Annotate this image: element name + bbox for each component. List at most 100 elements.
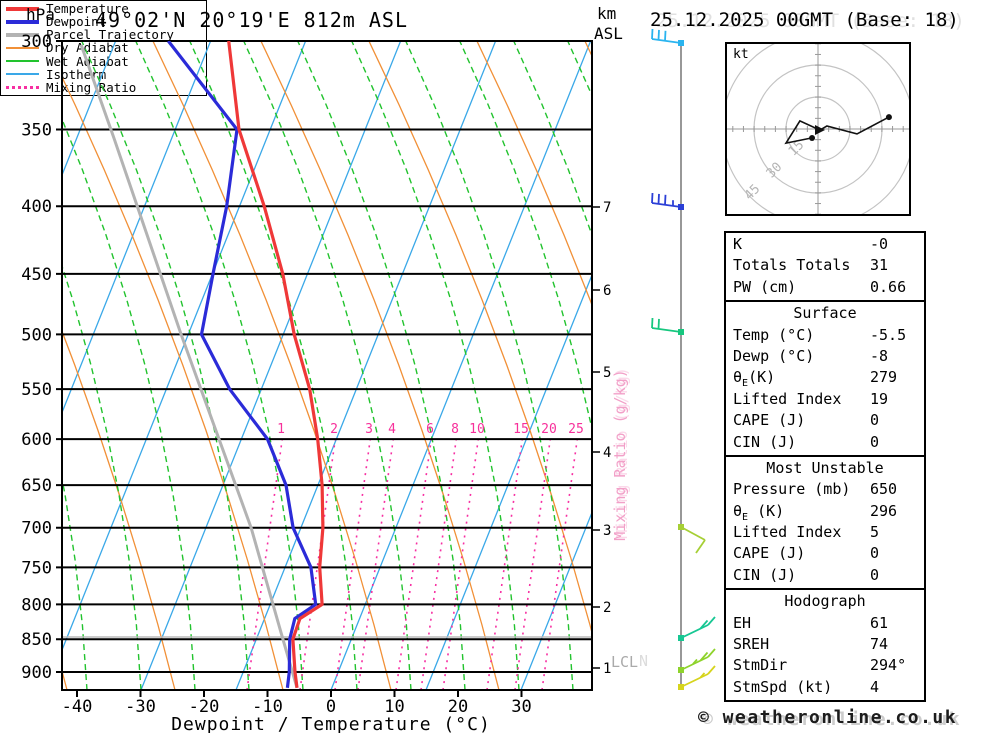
table-row: PW (cm) 0.66 xyxy=(726,277,924,298)
table-value: -0 xyxy=(870,235,889,253)
legend-item: Dry Adiabat xyxy=(1,40,206,56)
table-value: 650 xyxy=(870,480,898,499)
svg-text:400: 400 xyxy=(21,197,52,217)
x-axis-title: Dewpoint / Temperature (°C) xyxy=(171,714,491,733)
mixing-ratio-lines: 1 2 3 4 6 8 10 15 20 25 xyxy=(246,422,584,691)
svg-text:800: 800 xyxy=(21,595,52,615)
table-value: 61 xyxy=(870,613,889,632)
table-value: -8 xyxy=(870,346,889,365)
svg-text:1: 1 xyxy=(603,661,611,677)
svg-text:15: 15 xyxy=(513,422,529,437)
table-row: StmSpd (kt) 4 xyxy=(726,677,924,698)
legend-line-sample xyxy=(6,73,39,76)
svg-text:7: 7 xyxy=(603,200,611,216)
table-value: 31 xyxy=(870,256,889,275)
legend-item-label: Dry Adiabat xyxy=(46,40,129,56)
table-row: CIN (J) 0 xyxy=(726,432,924,453)
copyright-watermark: © weatheronline.co.uk xyxy=(698,707,958,728)
sounding-curves xyxy=(79,41,325,689)
km-axis: 7 6 5 4 3 2 1 xyxy=(592,200,611,677)
legend-line-sample xyxy=(6,19,39,24)
legend-item: Parcel Trajectory xyxy=(1,27,206,42)
legend-line-sample xyxy=(6,60,39,63)
table-row: CAPE (J) 0 xyxy=(726,410,924,431)
table-section: Hodograph EH 61 SREH 74 StmDir 294° StmSpd (kt)… xyxy=(726,588,924,700)
svg-text:-10: -10 xyxy=(252,697,283,717)
svg-text:4: 4 xyxy=(603,445,611,461)
table-section-header: Hodograph xyxy=(784,592,866,611)
legend-item: Temperature xyxy=(1,1,206,17)
svg-text:5: 5 xyxy=(603,365,611,381)
wind-barbs xyxy=(651,28,716,690)
svg-text:-40: -40 xyxy=(62,697,93,717)
table-row: CAPE (J) 0 xyxy=(726,543,924,564)
svg-text:-20: -20 xyxy=(189,697,220,717)
svg-text:30: 30 xyxy=(764,160,786,182)
table-value: 5 xyxy=(870,523,880,542)
hodograph-border xyxy=(725,42,911,216)
table-section-header: Surface xyxy=(793,304,857,323)
height-axis-unit: km xyxy=(597,4,617,23)
svg-text:10: 10 xyxy=(384,697,404,717)
storm-motion-arrow xyxy=(815,125,825,135)
svg-text:300: 300 xyxy=(21,32,52,52)
table-section: Surface Temp (°C) -5.5 Dewp (°C) -8 θE(K) 279 L… xyxy=(726,300,924,455)
table-value: -5.5 xyxy=(870,325,907,344)
dry-adiabat-lines xyxy=(62,41,592,690)
svg-text:8: 8 xyxy=(451,422,459,437)
lcl-label: LCL xyxy=(611,653,639,671)
table-row: Lifted Index 19 xyxy=(726,389,924,410)
table-row: Dewp (°C) -8 xyxy=(726,346,924,367)
hodograph-unit: kt xyxy=(733,47,749,62)
table-value: 294° xyxy=(870,656,907,675)
svg-text:450: 450 xyxy=(21,265,52,285)
plot-border xyxy=(61,40,593,691)
pressure-gridlines: 300 350 400 450 500 550 600 650 700 750 800 850 900 xyxy=(21,32,592,683)
legend-item-label: Temperature xyxy=(46,1,129,17)
svg-text:500: 500 xyxy=(21,325,52,345)
hodograph-trace xyxy=(784,116,890,145)
legend-line-sample xyxy=(6,46,39,49)
table-row: Temp (°C) -5.5 xyxy=(726,325,924,346)
page-title: 49°02'N 20°19'E 812m ASL xyxy=(95,8,408,32)
table-row: θE(K) 279 xyxy=(733,368,898,390)
svg-text:25: 25 xyxy=(568,422,584,437)
table-row: θE (K) 296 xyxy=(733,501,898,523)
table-value: 296 xyxy=(870,501,898,520)
svg-text:20: 20 xyxy=(541,422,557,437)
table-section: K -0 Totals Totals 31 PW (cm) 0.66 xyxy=(726,233,924,300)
svg-text:2: 2 xyxy=(603,600,611,616)
svg-text:3: 3 xyxy=(365,422,373,437)
wet-adiabat-lines xyxy=(62,41,592,690)
legend-line-sample xyxy=(6,6,39,11)
indices-table: K -0 Totals Totals 31 PW (cm) 0.66 Surface Temp… xyxy=(724,231,926,703)
svg-text:700: 700 xyxy=(21,519,52,539)
svg-text:750: 750 xyxy=(21,558,52,578)
svg-text:2: 2 xyxy=(330,422,338,437)
temperature-curve xyxy=(227,41,325,689)
mixing-ratio-axis-label: Mixing Ratio (g/kg) xyxy=(611,369,629,541)
svg-text:4: 4 xyxy=(388,422,396,437)
legend-line-sample xyxy=(6,32,39,37)
table-value: 0 xyxy=(870,565,880,584)
table-value: 279 xyxy=(870,368,898,387)
svg-text:-30: -30 xyxy=(125,697,156,717)
table-row: Pressure (mb) 650 xyxy=(726,479,924,500)
table-value: 4 xyxy=(870,677,880,696)
svg-text:650: 650 xyxy=(21,476,52,496)
svg-text:900: 900 xyxy=(21,663,52,683)
background-grid xyxy=(62,41,592,690)
svg-text:550: 550 xyxy=(21,380,52,400)
svg-text:45: 45 xyxy=(742,182,764,204)
table-value: 0.66 xyxy=(870,277,907,296)
svg-text:600: 600 xyxy=(21,430,52,450)
watermark-ghost: N xyxy=(639,652,649,670)
table-row: Totals Totals 31 xyxy=(726,255,924,276)
table-value: 0 xyxy=(870,411,880,430)
legend-line-sample xyxy=(6,85,39,89)
table-row: K -0 xyxy=(726,234,924,255)
table-row: StmDir 294° xyxy=(726,655,924,676)
